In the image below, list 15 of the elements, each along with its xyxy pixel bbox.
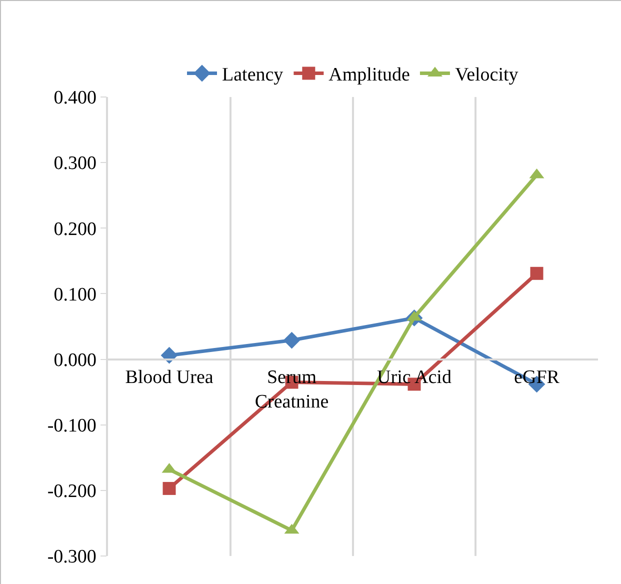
legend-label: Latency	[222, 64, 284, 86]
y-tick-label: -0.100	[47, 416, 96, 437]
legend-label: Amplitude	[328, 64, 410, 86]
point	[530, 266, 544, 280]
y-tick-label: 0.300	[54, 153, 96, 174]
y-tick-label: 0.200	[54, 218, 96, 240]
y-tick-label: 0.100	[54, 284, 96, 306]
legend-label: Velocity	[454, 64, 519, 86]
y-tick-label: 0.400	[54, 88, 96, 109]
y-tick-label: 0.000	[54, 350, 96, 371]
x-tick-label: Blood Urea	[125, 366, 214, 388]
point	[162, 482, 176, 495]
y-tick-label: -0.300	[47, 546, 96, 568]
point	[283, 332, 300, 349]
y-tick-label: -0.200	[47, 481, 96, 502]
